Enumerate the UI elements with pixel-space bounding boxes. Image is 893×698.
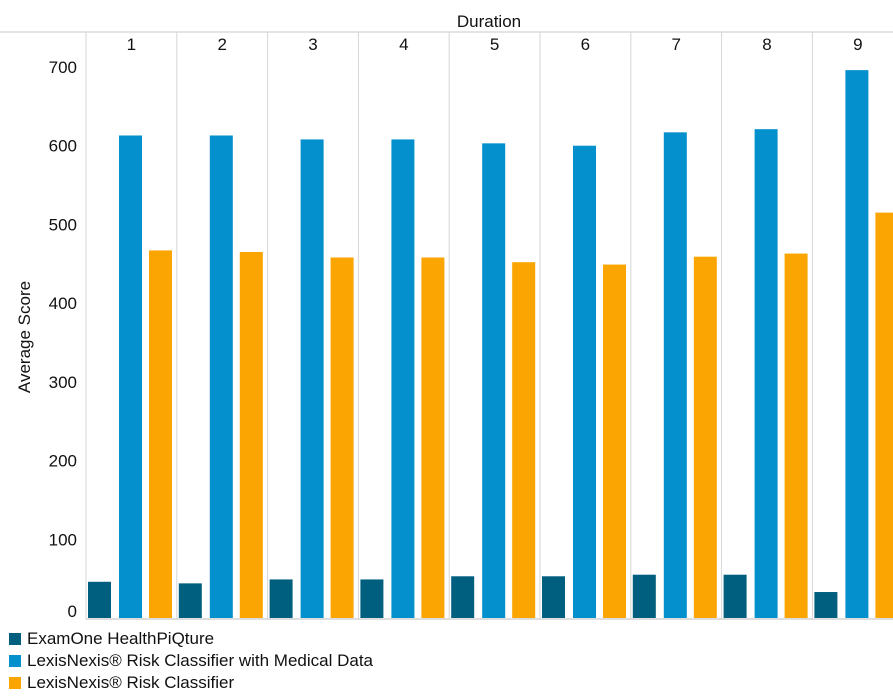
y-tick-label: 600 [49,137,77,156]
bar [603,264,626,618]
bar [632,574,656,618]
y-tick-label: 700 [49,58,77,77]
bar [754,129,778,619]
y-tick-label: 100 [49,530,77,549]
y-tick-label: 0 [68,602,77,621]
x-tick-label: 2 [217,35,226,54]
bar [209,135,233,618]
legend-label-lexisnexis-medical: LexisNexis® Risk Classifier with Medical… [27,651,374,670]
x-tick-label: 6 [581,35,590,54]
bar [845,70,869,619]
bar [482,143,506,619]
bar [421,257,445,618]
x-tick-label: 3 [308,35,317,54]
legend-label-lexisnexis: LexisNexis® Risk Classifier [27,673,235,692]
bar [512,262,536,618]
y-axis-title: Average Score [15,281,34,393]
bar [300,139,324,618]
gridlines [0,31,893,620]
bar [88,581,111,618]
bar [178,583,202,618]
bar [814,592,838,618]
bar [542,576,565,618]
legend: ExamOne HealthPiQture LexisNexis® Risk C… [9,628,373,694]
bar [663,132,687,618]
x-tick-label: 4 [399,35,408,54]
x-tick-labels: 1 2 3 4 5 6 7 8 9 [127,35,863,54]
legend-swatch-lexisnexis-medical [9,655,21,667]
x-tick-label: 9 [853,35,862,54]
legend-item-examone: ExamOne HealthPiQture [9,628,373,650]
legend-item-lexisnexis-medical: LexisNexis® Risk Classifier with Medical… [9,650,373,672]
bars [88,70,893,619]
bar [330,257,354,618]
legend-item-lexisnexis: LexisNexis® Risk Classifier [9,672,373,694]
bar [875,212,893,618]
y-tick-label: 200 [49,452,77,471]
bar [784,253,808,618]
legend-swatch-examone [9,633,21,645]
bar [269,579,293,618]
y-tick-label: 500 [49,215,77,234]
bar [451,576,475,618]
x-tick-label: 5 [490,35,499,54]
bar [391,139,415,618]
x-tick-label: 7 [671,35,680,54]
y-tick-label: 300 [49,373,77,392]
legend-label-examone: ExamOne HealthPiQture [27,629,215,648]
bar [119,135,142,618]
y-tick-labels: 0 100 200 300 400 500 600 700 [49,58,77,621]
bar-chart: Duration Average Score 1 2 3 4 5 6 7 8 9 0 100 200… [0,12,893,621]
x-tick-label: 1 [127,35,136,54]
x-tick-label: 8 [762,35,771,54]
bar [723,574,747,618]
legend-swatch-lexisnexis [9,677,21,689]
bar [693,256,717,618]
bar [360,579,384,618]
bar [573,145,596,618]
y-tick-label: 400 [49,294,77,313]
x-axis-title: Duration [457,12,521,31]
bar [149,250,172,618]
bar [239,251,263,618]
